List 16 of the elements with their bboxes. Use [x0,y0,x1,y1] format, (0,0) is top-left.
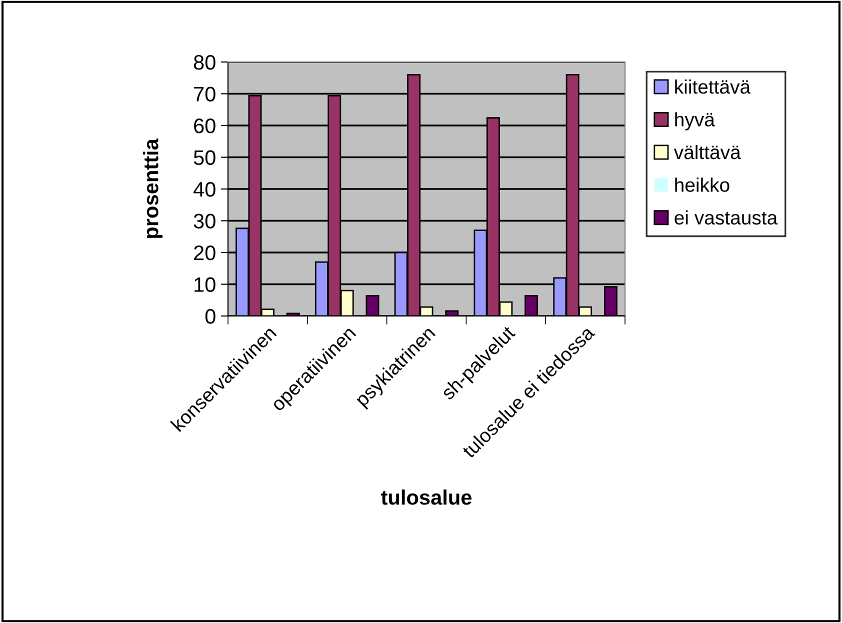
legend-label: hyvä [675,112,715,130]
legend-label: kiitettävä [675,80,751,94]
x-axis-title: tulosalue [381,490,472,505]
y-tick-label: 50 [194,150,216,166]
y-tick-label: 0 [205,309,216,324]
y-tick-label: 60 [194,118,216,134]
y-tick-label: 80 [194,55,216,70]
y-tick-label: 20 [194,246,216,260]
y-axis-title: prosenttia [143,138,162,238]
y-tick-label: 10 [194,277,216,292]
legend-label: heikko [675,178,730,192]
y-tick-label: 40 [194,182,216,197]
legend-label: ei vastausta [674,210,778,225]
y-tick-label: 70 [194,86,216,102]
y-tick-label: 30 [194,214,216,229]
legend-label: välttävä [674,144,741,160]
